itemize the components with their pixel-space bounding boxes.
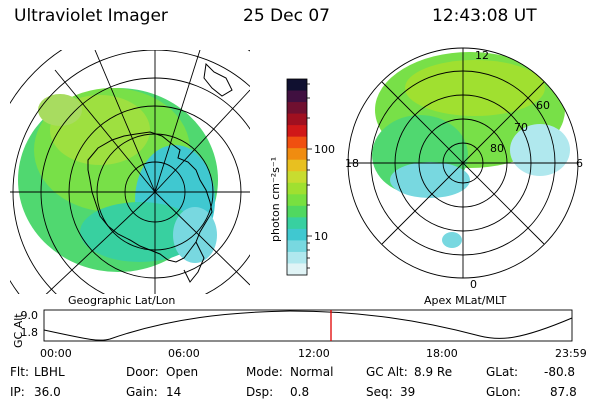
colorbar-segment (287, 194, 307, 207)
right-map-caption: Apex MLat/MLT (424, 294, 507, 307)
mlt-label-dusk: 18 (345, 157, 359, 170)
glat-key: GLat: (486, 365, 518, 379)
colorbar (287, 79, 307, 276)
door-key: Door: (126, 365, 159, 379)
timeline-xtick-1200: 12:00 (298, 347, 330, 360)
colorbar-segment (287, 148, 307, 161)
mlt-label-noon: 12 (475, 49, 489, 62)
glat-value: -80.8 (544, 365, 575, 379)
colorbar-segment (287, 125, 307, 138)
dsp-key: Dsp: (246, 385, 273, 399)
right-aurora-image (372, 52, 570, 248)
gc-altitude-timeline: GC Alt 9.0 1.8 00:00 06:00 12:00 18:00 2… (12, 309, 587, 360)
ip-key: IP: (10, 385, 25, 399)
colorbar-segment (287, 90, 307, 103)
dsp-value: 0.8 (290, 385, 309, 399)
seq-value: 39 (400, 385, 415, 399)
mode-key: Mode: (246, 365, 283, 379)
colorbar-segment (287, 205, 307, 218)
mlat-label-60: 60 (536, 99, 550, 112)
timeline-y-label: GC Alt (12, 313, 25, 348)
mlt-label-dawn: 6 (576, 157, 583, 170)
colorbar-segment (287, 263, 307, 276)
left-aurora-image (18, 88, 218, 272)
time-readout: 12:43:08 UT (432, 6, 537, 26)
colorbar-segment (287, 102, 307, 115)
gain-value: 14 (166, 385, 181, 399)
mlt-label-midnight: 0 (470, 278, 477, 291)
gain-key: Gain: (126, 385, 158, 399)
left-map-caption: Geographic Lat/Lon (68, 294, 175, 307)
timeline-xtick-1800: 18:00 (426, 347, 458, 360)
colorbar-segment (287, 136, 307, 149)
left-longitude-grid (10, 50, 250, 294)
timeline-xtick-2359: 23:59 (555, 347, 587, 360)
timeline-xtick-0000: 00:00 (40, 347, 72, 360)
colorbar-segment (287, 113, 307, 126)
colorbar-segment (287, 217, 307, 230)
colorbar-unit-label: photon cm⁻²s⁻¹ (269, 157, 282, 242)
door-value: Open (166, 365, 198, 379)
geographic-map (10, 50, 250, 294)
glon-key: GLon: (486, 385, 521, 399)
colorbar-segment (287, 159, 307, 172)
colorbar-segment (287, 228, 307, 241)
gc-alt-key: GC Alt: (366, 365, 408, 379)
mlat-label-70: 70 (514, 121, 528, 134)
flt-key: Flt: (10, 365, 29, 379)
timeline-ytick-9: 9.0 (21, 309, 39, 322)
mlat-mlt-map: 12 18 6 0 60 70 80 (345, 47, 583, 291)
colorbar-segment (287, 251, 307, 264)
glon-value: 87.8 (550, 385, 577, 399)
date-readout: 25 Dec 07 (243, 6, 330, 26)
colorbar-segment (287, 171, 307, 184)
flt-value: LBHL (34, 365, 65, 379)
timeline-ytick-1p8: 1.8 (21, 326, 39, 339)
colorbar-tick-100: 100 (314, 143, 335, 156)
ip-value: 36.0 (34, 385, 61, 399)
timeline-xtick-0600: 06:00 (168, 347, 200, 360)
seq-key: Seq: (366, 385, 393, 399)
colorbar-tick-10: 10 (314, 230, 328, 243)
colorbar-segment (287, 240, 307, 253)
status-footer: Flt: LBHL Door: Open Mode: Normal GC Alt… (10, 365, 577, 399)
coastline (87, 131, 213, 263)
gc-alt-value: 8.9 Re (414, 365, 452, 379)
colorbar-segment (287, 79, 307, 92)
mlat-label-80: 80 (490, 142, 504, 155)
colorbar-segment (287, 182, 307, 195)
mode-value: Normal (290, 365, 333, 379)
app-title: Ultraviolet Imager (14, 6, 168, 26)
